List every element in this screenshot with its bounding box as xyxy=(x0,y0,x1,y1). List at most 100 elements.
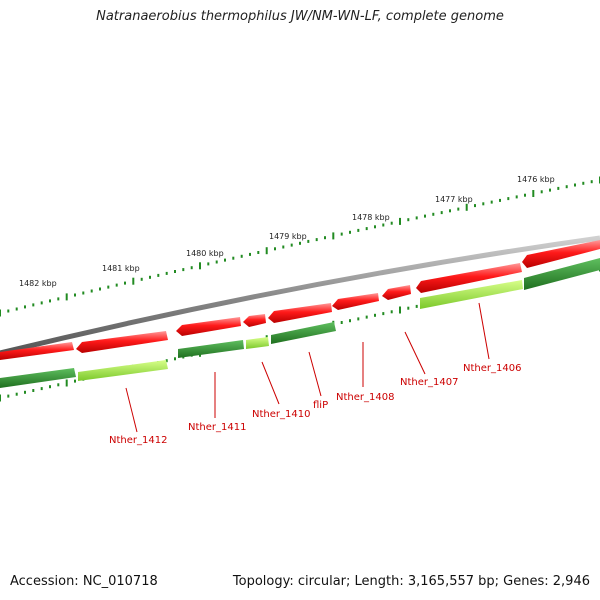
outer-tick xyxy=(90,289,93,293)
outer-tick xyxy=(499,198,501,202)
outer-tick xyxy=(24,305,26,309)
reverse-strand-genes xyxy=(0,240,600,360)
inner-tick xyxy=(24,390,26,394)
map-title: Natranaerobius thermophilus JW/NM-WN-LF,… xyxy=(96,9,504,24)
gene-label-flip: fliP xyxy=(313,400,328,411)
inner-tick xyxy=(407,306,410,310)
outer-tick xyxy=(415,216,418,220)
outer-tick xyxy=(174,270,176,273)
kbp-label-1480: 1480 kbp xyxy=(186,249,224,258)
outer-tick xyxy=(157,273,160,277)
outer-tick xyxy=(190,266,193,270)
outer-tick xyxy=(249,252,251,256)
outer-tick xyxy=(40,301,43,305)
inner-tick xyxy=(382,312,385,316)
outer-tick xyxy=(557,186,560,190)
outer-tick xyxy=(374,225,376,229)
gene-forward-3 xyxy=(178,340,244,358)
inner-tick xyxy=(399,306,401,314)
outer-tick xyxy=(440,211,443,215)
gene-label-nther-1406: Nther_1406 xyxy=(463,363,521,374)
topology-text: Topology: circular; Length: 3,165,557 bp… xyxy=(232,574,590,589)
outer-tick xyxy=(257,251,260,254)
gene-label-nther-1408: Nther_1408 xyxy=(336,392,394,403)
outer-tick xyxy=(15,307,18,311)
outer-tick xyxy=(82,291,85,295)
gene-reverse-6 xyxy=(332,293,379,310)
outer-tick xyxy=(515,195,518,199)
kbp-label-1478: 1478 kbp xyxy=(352,213,390,222)
gene-forward-1 xyxy=(0,368,76,388)
outer-tick xyxy=(74,293,76,297)
gene-label-nther-1412: Nther_1412 xyxy=(109,435,167,446)
outer-tick xyxy=(540,190,543,194)
gene-forward-5 xyxy=(271,322,336,344)
gene-forward-2 xyxy=(78,360,168,381)
inner-tick xyxy=(49,385,51,389)
genome-backbone xyxy=(0,235,600,356)
outer-tick xyxy=(140,277,143,281)
outer-tick xyxy=(507,197,510,201)
inner-tick xyxy=(340,321,343,324)
outer-tick xyxy=(57,297,60,301)
gene-reverse-8 xyxy=(416,263,522,293)
outer-tick xyxy=(574,183,576,187)
outer-tick xyxy=(465,203,468,211)
inner-tick xyxy=(74,379,76,383)
outer-tick xyxy=(332,232,335,240)
gene-reverse-2 xyxy=(76,331,168,353)
kbp-label-1476: 1476 kbp xyxy=(517,175,555,184)
outer-tick xyxy=(0,309,1,317)
outer-tick xyxy=(107,285,110,289)
outer-tick xyxy=(182,268,185,272)
outer-tick xyxy=(7,309,10,313)
outer-tick xyxy=(490,200,493,204)
outer-tick xyxy=(457,207,460,211)
accession-text: Accession: NC_010718 xyxy=(10,574,158,589)
outer-tick xyxy=(240,254,243,258)
outer-tick xyxy=(399,217,401,225)
gene-label-leaders xyxy=(125,302,490,433)
gene-forward-6 xyxy=(420,280,523,309)
outer-tick xyxy=(274,247,276,251)
forward-strand-genes xyxy=(0,258,600,388)
outer-tick xyxy=(49,299,51,303)
outer-tick xyxy=(349,230,351,234)
outer-tick xyxy=(115,283,118,287)
outer-tick xyxy=(407,218,410,222)
inner-tick xyxy=(40,387,43,391)
kbp-label-1477: 1477 kbp xyxy=(435,195,473,204)
outer-tick xyxy=(199,262,201,270)
outer-tick xyxy=(99,287,101,291)
outer-tick xyxy=(32,303,35,307)
outer-tick xyxy=(165,271,168,275)
gene-label-nther-1410: Nther_1410 xyxy=(252,409,310,420)
gene-reverse-7 xyxy=(382,285,411,300)
gene-reverse-1 xyxy=(0,342,74,360)
inner-tick xyxy=(57,383,60,387)
gene-reverse-3 xyxy=(176,317,241,336)
outer-tick-track xyxy=(0,176,600,317)
inner-tick xyxy=(174,357,176,361)
kbp-label-1481: 1481 kbp xyxy=(102,264,140,273)
inner-tick xyxy=(165,359,168,363)
leader-nther-1407 xyxy=(404,331,426,375)
leader-nther-1410 xyxy=(261,361,280,405)
outer-tick xyxy=(307,239,310,243)
outer-tick xyxy=(65,293,68,301)
outer-tick xyxy=(282,245,285,249)
outer-tick xyxy=(524,193,526,197)
outer-tick xyxy=(474,204,476,208)
outer-tick xyxy=(315,238,318,242)
inner-tick xyxy=(349,319,351,323)
inner-tick xyxy=(65,379,68,387)
outer-tick xyxy=(432,212,435,216)
inner-tick xyxy=(365,315,368,319)
gene-forward-7 xyxy=(524,258,600,290)
outer-tick xyxy=(449,209,451,213)
leader-nther-1412 xyxy=(125,387,138,433)
inner-tick xyxy=(390,310,393,314)
gene-forward-4 xyxy=(246,337,269,349)
outer-tick xyxy=(149,275,151,279)
